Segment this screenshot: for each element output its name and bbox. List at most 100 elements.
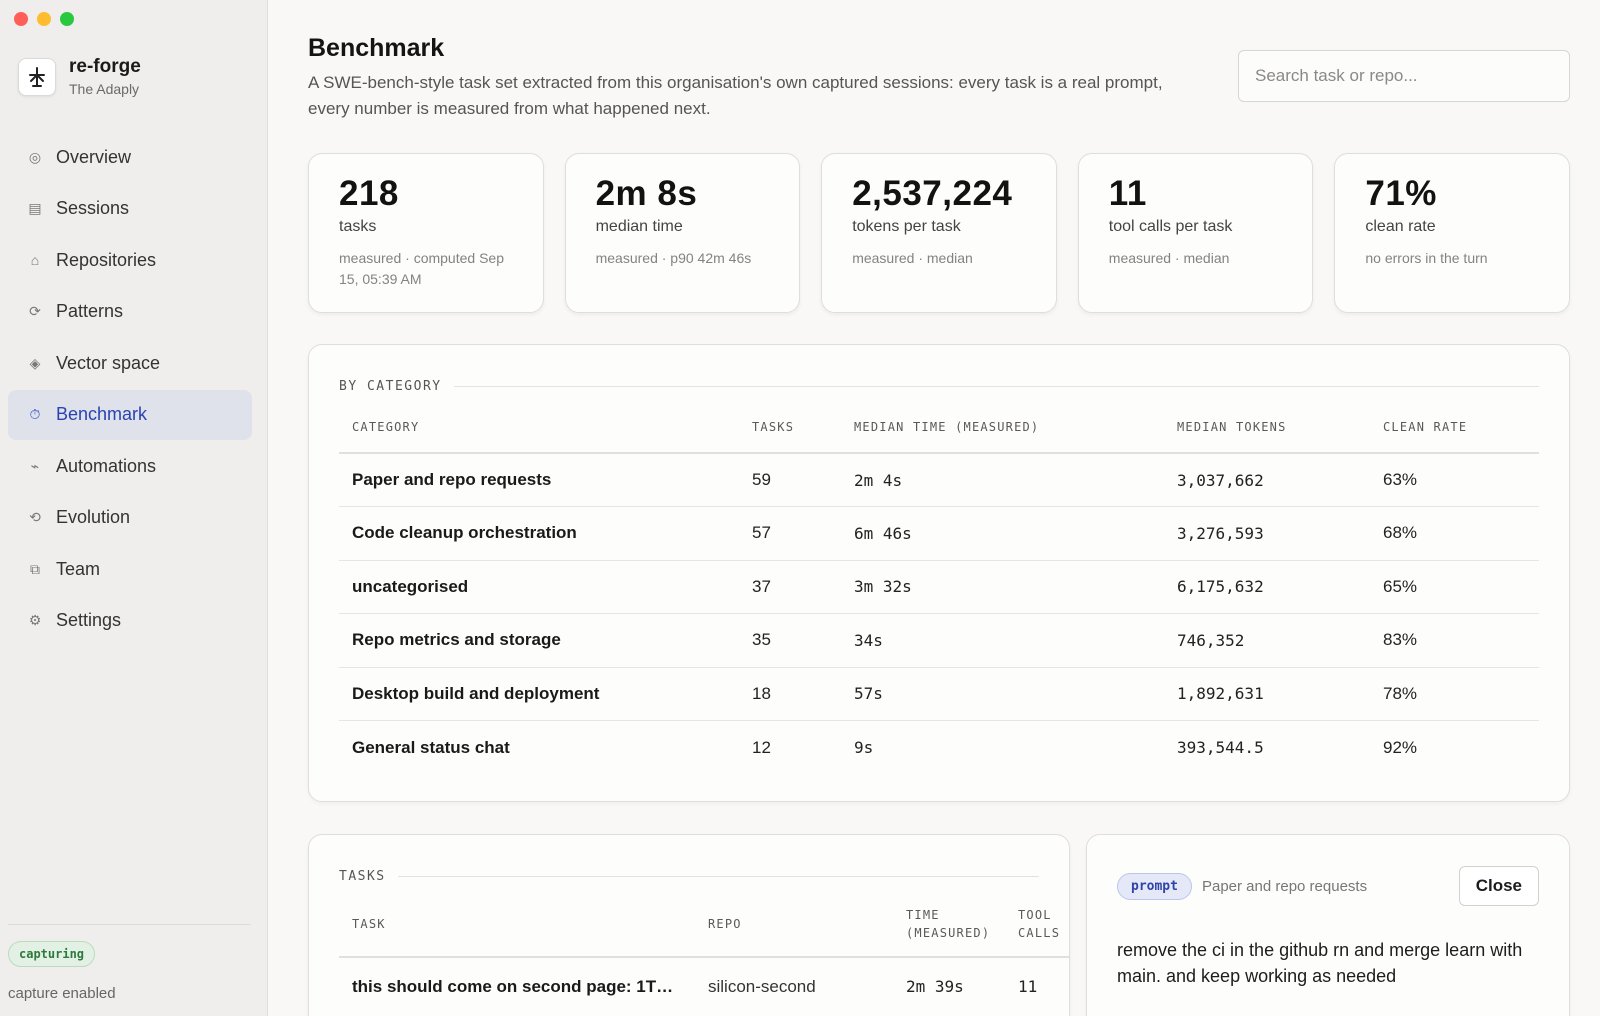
table-cell: 9s bbox=[854, 738, 874, 757]
sidebar-item-benchmark[interactable]: ⏱ Benchmark bbox=[8, 389, 252, 440]
sidebar-item-team[interactable]: ⧉ Team bbox=[8, 544, 252, 594]
stat-card: 71% clean rate no errors in the turn bbox=[1334, 153, 1570, 313]
table-cell: 12 bbox=[752, 737, 771, 757]
stat-subtext: measured · median bbox=[1108, 250, 1230, 266]
table-row[interactable]: General status chat 12 9s 393,544.5 92% bbox=[339, 721, 1539, 775]
page-description: A SWE-bench-style task set extracted fro… bbox=[308, 73, 1163, 118]
sidebar-item-label: Evolution bbox=[56, 507, 131, 527]
overview-icon: ◎ bbox=[28, 148, 42, 165]
capture-status: capture enabled bbox=[8, 985, 116, 1002]
column-header[interactable]: REPO bbox=[695, 891, 893, 958]
tasks-panel: TASKS TASK REPO TIME (MEASURED) TOOL CALLS … bbox=[308, 834, 1070, 1016]
sessions-icon: ▤ bbox=[28, 200, 42, 216]
table-cell: 78% bbox=[1370, 667, 1539, 721]
tasks-table: TASK REPO TIME (MEASURED) TOOL CALLS this s… bbox=[339, 891, 1069, 1015]
sidebar-item-vector-space[interactable]: ◈ Vector space bbox=[8, 338, 252, 388]
table-cell: Repo metrics and storage bbox=[339, 613, 739, 668]
by-category-panel: BY CATEGORY CATEGORY TASKS MEDIAN TIME (ME… bbox=[308, 344, 1570, 802]
table-cell: 83% bbox=[1370, 613, 1539, 668]
stat-label: clean rate bbox=[1365, 218, 1436, 235]
table-cell: this should come on second page: 1The... bbox=[352, 976, 691, 996]
stat-value: 11 bbox=[1108, 174, 1147, 213]
sidebar-item-patterns[interactable]: ⟳ Patterns bbox=[8, 287, 252, 337]
task-detail-panel: prompt Paper and repo requests Close rem… bbox=[1086, 834, 1570, 1016]
benchmark-icon: ⏱ bbox=[29, 406, 41, 422]
table-cell: 35 bbox=[739, 613, 841, 668]
table-row[interactable]: Desktop build and deployment 18 57s 1,892,6… bbox=[339, 667, 1539, 721]
search-input[interactable] bbox=[1238, 50, 1570, 102]
sidebar-item-label: Patterns bbox=[56, 301, 124, 321]
table-cell: 3,037,662 bbox=[1164, 453, 1370, 507]
table-row[interactable]: Repo metrics and storage 35 34s 746,352 83% bbox=[339, 613, 1539, 668]
capturing-badge: capturing bbox=[8, 941, 96, 967]
table-cell: 68% bbox=[1370, 506, 1539, 561]
team-icon: ⧉ bbox=[30, 560, 40, 577]
stat-label: median time bbox=[595, 218, 683, 235]
column-header[interactable]: TASKS bbox=[739, 401, 841, 454]
table-cell: silicon-second bbox=[708, 976, 816, 996]
table-row[interactable]: Code cleanup orchestration 57 6m 46s 3,276,… bbox=[339, 506, 1539, 561]
table-row[interactable]: this should come on second page: 1The...… bbox=[339, 957, 1069, 1015]
table-cell: 63% bbox=[1370, 453, 1539, 507]
table-cell: 6m 46s bbox=[841, 506, 1164, 561]
table-cell: 34s bbox=[841, 613, 1164, 668]
sidebar-item-sessions[interactable]: ▤ Sessions bbox=[8, 184, 252, 234]
stat-label: tasks bbox=[339, 218, 377, 235]
sidebar-item-label: Benchmark bbox=[56, 404, 148, 424]
patterns-icon: ⟳ bbox=[29, 303, 41, 319]
table-cell: Code cleanup orchestration bbox=[339, 506, 739, 561]
column-header[interactable]: TOOL CALLS bbox=[1005, 891, 1069, 958]
column-header[interactable]: MEDIAN TIME (MEASURED) bbox=[841, 401, 1164, 454]
sidebar-item-overview[interactable]: ◎ Overview bbox=[8, 132, 252, 182]
column-header[interactable]: CATEGORY bbox=[339, 401, 739, 454]
table-cell: uncategorised bbox=[339, 560, 739, 614]
column-header[interactable]: MEDIAN TOKENS bbox=[1164, 401, 1370, 454]
tasks-heading: TASKS bbox=[339, 861, 1039, 891]
table-row[interactable]: Paper and repo requests 59 2m 4s 3,037,662 6… bbox=[339, 453, 1539, 507]
by-category-heading-text: BY CATEGORY bbox=[339, 378, 442, 394]
stat-value: 218 bbox=[339, 174, 399, 213]
stat-subtext: measured · median bbox=[852, 250, 973, 266]
table-cell: 2m 4s bbox=[841, 453, 1164, 507]
minimize-window-button[interactable] bbox=[37, 12, 51, 26]
sidebar-item-label: Vector space bbox=[56, 352, 161, 373]
sidebar-item-automations[interactable]: ⌁ Automations bbox=[8, 441, 252, 491]
sidebar-item-repositories[interactable]: ⌂ Repositories bbox=[8, 235, 252, 285]
stat-value: 71% bbox=[1365, 174, 1437, 213]
table-cell: 65% bbox=[1370, 560, 1539, 614]
table-cell: 11 bbox=[1018, 977, 1038, 996]
brand: re-forge The Adaply bbox=[18, 56, 141, 97]
category-table: CATEGORY TASKS MEDIAN TIME (MEASURED) MEDIA… bbox=[339, 401, 1539, 774]
detail-category: Paper and repo requests bbox=[1201, 877, 1368, 895]
sidebar-item-label: Team bbox=[56, 558, 101, 579]
stat-subtext: no errors in the turn bbox=[1365, 250, 1488, 266]
column-header[interactable]: CLEAN RATE bbox=[1370, 401, 1539, 454]
table-row[interactable]: uncategorised 37 3m 32s 6,175,632 65% bbox=[339, 560, 1539, 614]
column-header[interactable]: TIME (MEASURED) bbox=[893, 891, 1005, 958]
table-cell: 746,352 bbox=[1164, 613, 1370, 668]
table-cell: 92% bbox=[1383, 737, 1418, 757]
stat-card: 2,537,224 tokens per task measured · media… bbox=[821, 153, 1057, 313]
sidebar-item-label: Repositories bbox=[56, 249, 157, 270]
prompt-text: remove the ci in the github rn and merge… bbox=[1117, 940, 1523, 986]
column-header[interactable]: TASK bbox=[339, 891, 695, 958]
table-cell: 3,276,593 bbox=[1164, 506, 1370, 561]
stat-value: 2,537,224 bbox=[852, 174, 1013, 213]
sidebar-item-settings[interactable]: ⚙ Settings bbox=[8, 596, 252, 646]
table-cell: 59 bbox=[739, 453, 841, 507]
vector-space-icon: ◈ bbox=[29, 354, 41, 371]
zoom-window-button[interactable] bbox=[60, 12, 74, 26]
table-cell: Desktop build and deployment bbox=[339, 667, 739, 721]
table-cell: Paper and repo requests bbox=[339, 453, 739, 507]
sidebar-footer: capturing capture enabled bbox=[8, 924, 251, 1002]
table-cell: 3m 32s bbox=[841, 560, 1164, 614]
stats-row: 218 tasks measured · computed Sep 15, 05:3… bbox=[308, 153, 1570, 313]
table-cell: 2m 39s bbox=[906, 977, 964, 996]
close-button[interactable]: Close bbox=[1458, 866, 1539, 906]
evolution-icon: ⟲ bbox=[29, 509, 41, 525]
stat-subtext: measured · p90 42m 46s bbox=[595, 250, 752, 266]
close-window-button[interactable] bbox=[14, 12, 28, 26]
sidebar-item-evolution[interactable]: ⟲ Evolution bbox=[8, 493, 252, 543]
tasks-heading-text: TASKS bbox=[339, 868, 386, 884]
table-cell: 37 bbox=[739, 560, 841, 614]
